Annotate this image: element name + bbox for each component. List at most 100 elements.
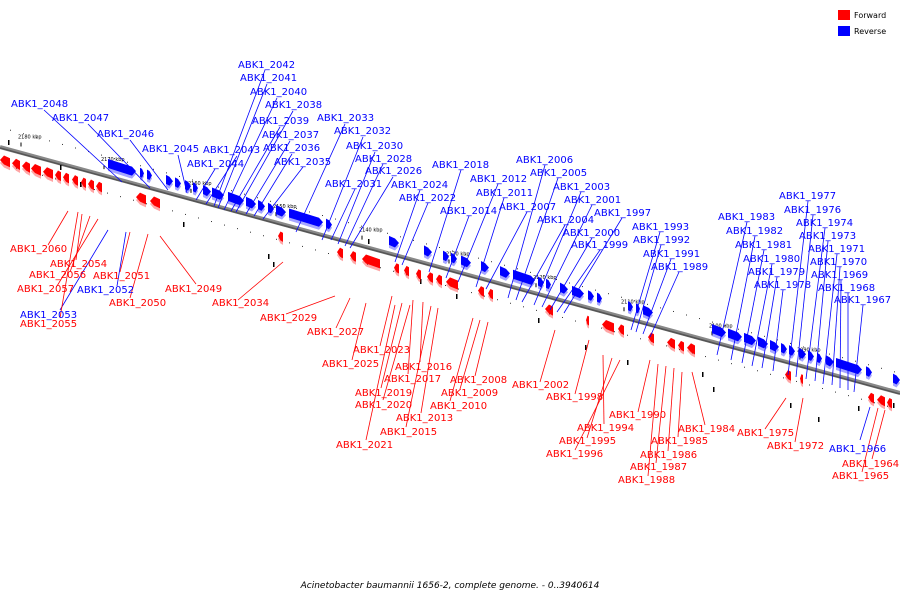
gene-label: ABK1_2009: [441, 388, 498, 399]
forward-gene: [81, 177, 86, 192]
gene-label-text: ABK1_2060: [10, 244, 67, 255]
gene-label-text: ABK1_2057: [17, 284, 74, 295]
gene-label-text: ABK1_2016: [395, 362, 452, 373]
leader-line: [129, 233, 149, 299]
track-dot: [718, 359, 719, 361]
track-dot: [471, 292, 472, 294]
leader-line: [474, 321, 489, 377]
track-dot: [211, 221, 212, 223]
track-dot: [751, 332, 752, 334]
gene-label: ABK1_2005: [530, 168, 587, 179]
gene-label-text: ABK1_1996: [546, 449, 603, 460]
forward-gene: [887, 397, 892, 412]
gene-label-text: ABK1_2003: [553, 182, 610, 193]
track-dot: [250, 231, 251, 233]
leader-line: [69, 215, 91, 273]
gene-label-text: ABK1_2028: [355, 154, 412, 165]
leader-line: [59, 211, 79, 319]
gene-label: ABK1_2040: [250, 87, 307, 98]
gene-label: ABK1_1986: [640, 450, 697, 461]
gene-label-text: ABK1_1968: [818, 283, 875, 294]
leader-line: [871, 409, 886, 460]
track-dot: [894, 371, 895, 373]
gene-label: ABK1_2049: [165, 284, 222, 295]
leader-line: [349, 176, 394, 249]
gene-label-text: ABK1_1978: [754, 280, 811, 291]
gene-label: ABK1_2057: [17, 284, 74, 295]
scale-tick: 2120 kbp: [533, 275, 557, 288]
gene-label: ABK1_1995: [559, 436, 616, 447]
track-marker: [790, 403, 792, 408]
tick-label: 2170 kbp: [101, 157, 125, 163]
gene-label: ABK1_2017: [384, 374, 441, 385]
forward-gene: [404, 265, 409, 280]
leader-line: [563, 217, 623, 314]
reverse-gene: [826, 355, 834, 370]
gene-label: ABK1_2060: [10, 244, 67, 255]
gene-label: ABK1_1991: [643, 249, 700, 260]
leader-line: [515, 177, 559, 301]
track-dot: [309, 211, 310, 213]
forward-gene: [150, 196, 160, 212]
leader-line: [382, 304, 411, 401]
gene-label-text: ABK1_1981: [735, 240, 792, 251]
gene-label: ABK1_2011: [476, 188, 533, 199]
reverse-gene: [560, 282, 568, 297]
gene-label: ABK1_2031: [325, 179, 382, 190]
track-dot: [140, 165, 141, 167]
gene-label-text: ABK1_2021: [336, 440, 393, 451]
gene-label-text: ABK1_2001: [564, 195, 621, 206]
track-dot: [94, 189, 95, 191]
track-dot: [244, 193, 245, 195]
track-dot: [686, 314, 687, 316]
track-dot: [621, 296, 622, 298]
gene-label: ABK1_1965: [832, 471, 889, 482]
track-marker: [273, 262, 275, 267]
track-dot: [575, 320, 576, 322]
gene-label-text: ABK1_2047: [52, 113, 109, 124]
track-dot: [133, 199, 134, 201]
track-marker: [60, 165, 62, 170]
track-dot: [127, 161, 128, 163]
track-marker: [456, 294, 458, 299]
gene-label: ABK1_2042: [238, 60, 295, 71]
reverse-gene: [246, 196, 256, 212]
gene-label: ABK1_2047: [52, 113, 109, 124]
gene-label-text: ABK1_1999: [571, 240, 628, 251]
forward-gene: [278, 231, 283, 245]
gene-label-text: ABK1_2007: [499, 202, 556, 213]
gene-label-text: ABK1_2008: [450, 375, 507, 386]
leader-line: [630, 231, 661, 331]
leader-line: [56, 218, 99, 287]
reverse-gene: [389, 235, 399, 251]
track-dot: [666, 345, 667, 347]
leader-line: [475, 197, 505, 288]
gene-label-text: ABK1_1983: [718, 212, 775, 223]
gene-label: ABK1_1987: [630, 462, 687, 473]
track-marker: [8, 140, 10, 145]
track-dot: [348, 222, 349, 224]
track-dot: [582, 286, 583, 288]
gene-label-text: ABK1_2009: [441, 388, 498, 399]
gene-label-text: ABK1_2051: [93, 271, 150, 282]
track-dot: [107, 192, 108, 194]
gene-label-text: ABK1_1965: [832, 471, 889, 482]
gene-label: ABK1_2054: [50, 259, 107, 270]
leader-line: [677, 371, 683, 438]
gene-label: ABK1_1979: [748, 267, 805, 278]
track-dot: [387, 232, 388, 234]
track-marker: [818, 417, 820, 422]
gene-label-text: ABK1_1982: [726, 226, 783, 237]
leader-line: [635, 244, 662, 333]
track-dot: [556, 278, 557, 280]
track-dot: [491, 261, 492, 263]
track-dot: [465, 254, 466, 256]
track-dot: [413, 239, 414, 241]
track-marker: [858, 406, 860, 411]
reverse-gene: [597, 292, 602, 307]
reverse-gene: [108, 159, 136, 179]
gene-label-text: ABK1_2036: [263, 143, 320, 154]
leader-line: [485, 211, 528, 290]
track-marker: [268, 254, 270, 259]
track-dot: [315, 249, 316, 251]
